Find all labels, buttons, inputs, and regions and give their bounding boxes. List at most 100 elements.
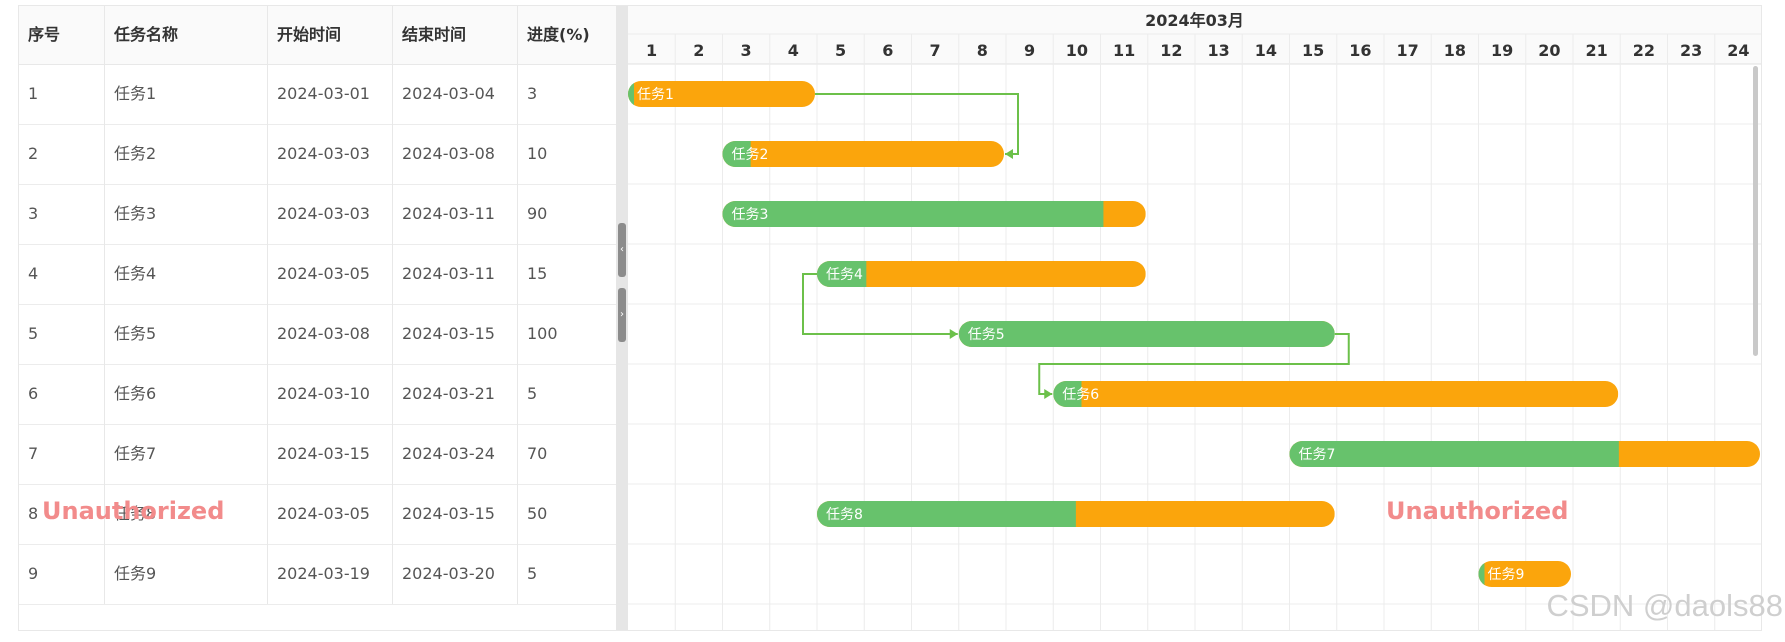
cell-no: 3 (19, 184, 105, 244)
cell-end-date: 2024-03-15 (393, 304, 518, 364)
month-label: 2024年03月 (1145, 11, 1244, 30)
column-header-no[interactable]: 序号 (19, 6, 105, 64)
day-label: 14 (1255, 41, 1277, 60)
cell-task-name: 任务5 (105, 304, 268, 364)
task-bar-label: 任务2 (732, 147, 769, 163)
table-row[interactable]: 5 任务5 2024-03-08 2024-03-15 100 (19, 304, 616, 365)
pane-splitter[interactable]: ‹ › (616, 6, 628, 630)
task-bar-progress (628, 81, 634, 107)
cell-task-name: 任务3 (105, 184, 268, 244)
day-label: 15 (1302, 41, 1324, 60)
task-bar-progress (958, 321, 1335, 347)
cell-task-name: 任务4 (105, 244, 268, 304)
task-bar[interactable] (628, 81, 815, 107)
task-bar-label: 任务4 (826, 267, 863, 283)
table-row[interactable]: 1 任务1 2024-03-01 2024-03-04 3 (19, 64, 616, 125)
task-bar-label: 任务9 (1488, 567, 1525, 583)
cell-progress: 3 (527, 84, 538, 103)
collapse-left-button[interactable]: ‹ (618, 223, 626, 277)
column-header-end[interactable]: 结束时间 (393, 6, 518, 64)
task-bar[interactable] (817, 261, 1146, 287)
day-label: 22 (1633, 41, 1655, 60)
day-label: 13 (1207, 41, 1229, 60)
task-bar-progress (722, 201, 1104, 227)
table-row[interactable]: 8 任务8 2024-03-05 2024-03-15 50 (19, 484, 616, 545)
task-bar-progress (1289, 441, 1619, 467)
watermark-right: Unauthorized (1386, 497, 1569, 525)
cell-end-date: 2024-03-08 (393, 124, 518, 184)
task-bar-progress (817, 261, 867, 287)
task-bar[interactable] (722, 141, 1005, 167)
cell-no: 9 (19, 544, 105, 604)
day-label: 18 (1444, 41, 1466, 60)
source-watermark: CSDN @daols88 (1546, 588, 1783, 623)
cell-progress: 100 (527, 324, 558, 343)
cell-task-name: 任务8 (105, 484, 268, 544)
gantt-timeline: 2024年03月 1 2 3 4 5 6 7 8 9 10 11 12 13 14 15 16 17 18 19 20 2… (628, 6, 1761, 630)
table-row[interactable]: 6 任务6 2024-03-10 2024-03-21 5 (19, 364, 616, 425)
task-bar-label: 任务1 (637, 87, 674, 103)
column-header-start[interactable]: 开始时间 (268, 6, 393, 64)
cell-progress: 15 (527, 264, 548, 283)
cell-task-name: 任务1 (105, 64, 268, 124)
task-bar-remaining (722, 141, 1004, 167)
task-bar[interactable] (1289, 441, 1761, 467)
day-label: 4 (788, 41, 799, 60)
task-bar[interactable] (958, 321, 1335, 347)
cell-start-date: 2024-03-08 (268, 304, 393, 364)
cell-start-date: 2024-03-10 (268, 364, 393, 424)
day-label: 9 (1024, 41, 1035, 60)
task-bar[interactable] (817, 501, 1335, 527)
day-label: 19 (1491, 41, 1513, 60)
table-row[interactable]: 4 任务4 2024-03-05 2024-03-11 15 (19, 244, 616, 305)
cell-no: 1 (19, 64, 105, 124)
cell-end-date: 2024-03-24 (393, 424, 518, 484)
cell-task-name: 任务6 (105, 364, 268, 424)
cell-end-date: 2024-03-15 (393, 484, 518, 544)
task-bar[interactable] (1053, 381, 1619, 407)
day-label: 10 (1066, 41, 1088, 60)
task-bar-label: 任务8 (826, 507, 863, 523)
cell-start-date: 2024-03-05 (268, 484, 393, 544)
day-label: 7 (930, 41, 941, 60)
task-bar-progress (722, 141, 751, 167)
table-row[interactable]: 9 任务9 2024-03-19 2024-03-20 5 (19, 544, 616, 605)
task-bar-remaining (1478, 561, 1571, 587)
cell-end-date: 2024-03-11 (393, 184, 518, 244)
day-label: 1 (646, 41, 657, 60)
task-bar[interactable] (722, 201, 1146, 227)
column-header-name[interactable]: 任务名称 (105, 6, 268, 64)
table-row[interactable]: 2 任务2 2024-03-03 2024-03-08 10 (19, 124, 616, 185)
cell-task-name: 任务7 (105, 424, 268, 484)
table-row[interactable]: 7 任务7 2024-03-15 2024-03-24 70 (19, 424, 616, 485)
cell-progress: 5 (527, 564, 538, 583)
cell-start-date: 2024-03-05 (268, 244, 393, 304)
cell-progress: 5 (527, 384, 538, 403)
cell-start-date: 2024-03-03 (268, 124, 393, 184)
dependency-arrow-head (1005, 149, 1013, 159)
dependency-arrow (802, 273, 958, 335)
day-label: 6 (882, 41, 893, 60)
cell-progress: 70 (527, 444, 548, 463)
column-header-progress[interactable]: 进度(%) (527, 25, 590, 44)
cell-start-date: 2024-03-19 (268, 544, 393, 604)
dependency-arrow (1038, 333, 1350, 395)
day-label: 11 (1113, 41, 1135, 60)
task-bar-label: 任务3 (732, 207, 769, 223)
dependency-arrow-head (1044, 389, 1053, 399)
task-bar[interactable] (1478, 561, 1572, 587)
day-label: 3 (741, 41, 752, 60)
day-label: 12 (1160, 41, 1182, 60)
expand-right-button[interactable]: › (618, 288, 626, 342)
task-bar-label: 任务6 (1062, 387, 1099, 403)
table-row[interactable]: 3 任务3 2024-03-03 2024-03-11 90 (19, 184, 616, 245)
vertical-scrollbar[interactable] (1753, 66, 1758, 356)
task-bar-remaining (1053, 381, 1619, 407)
task-bar-label: 任务7 (1299, 447, 1336, 463)
task-bar-progress (1053, 381, 1082, 407)
cell-progress: 10 (527, 144, 548, 163)
cell-end-date: 2024-03-04 (393, 64, 518, 124)
day-label: 21 (1585, 41, 1607, 60)
cell-start-date: 2024-03-01 (268, 64, 393, 124)
